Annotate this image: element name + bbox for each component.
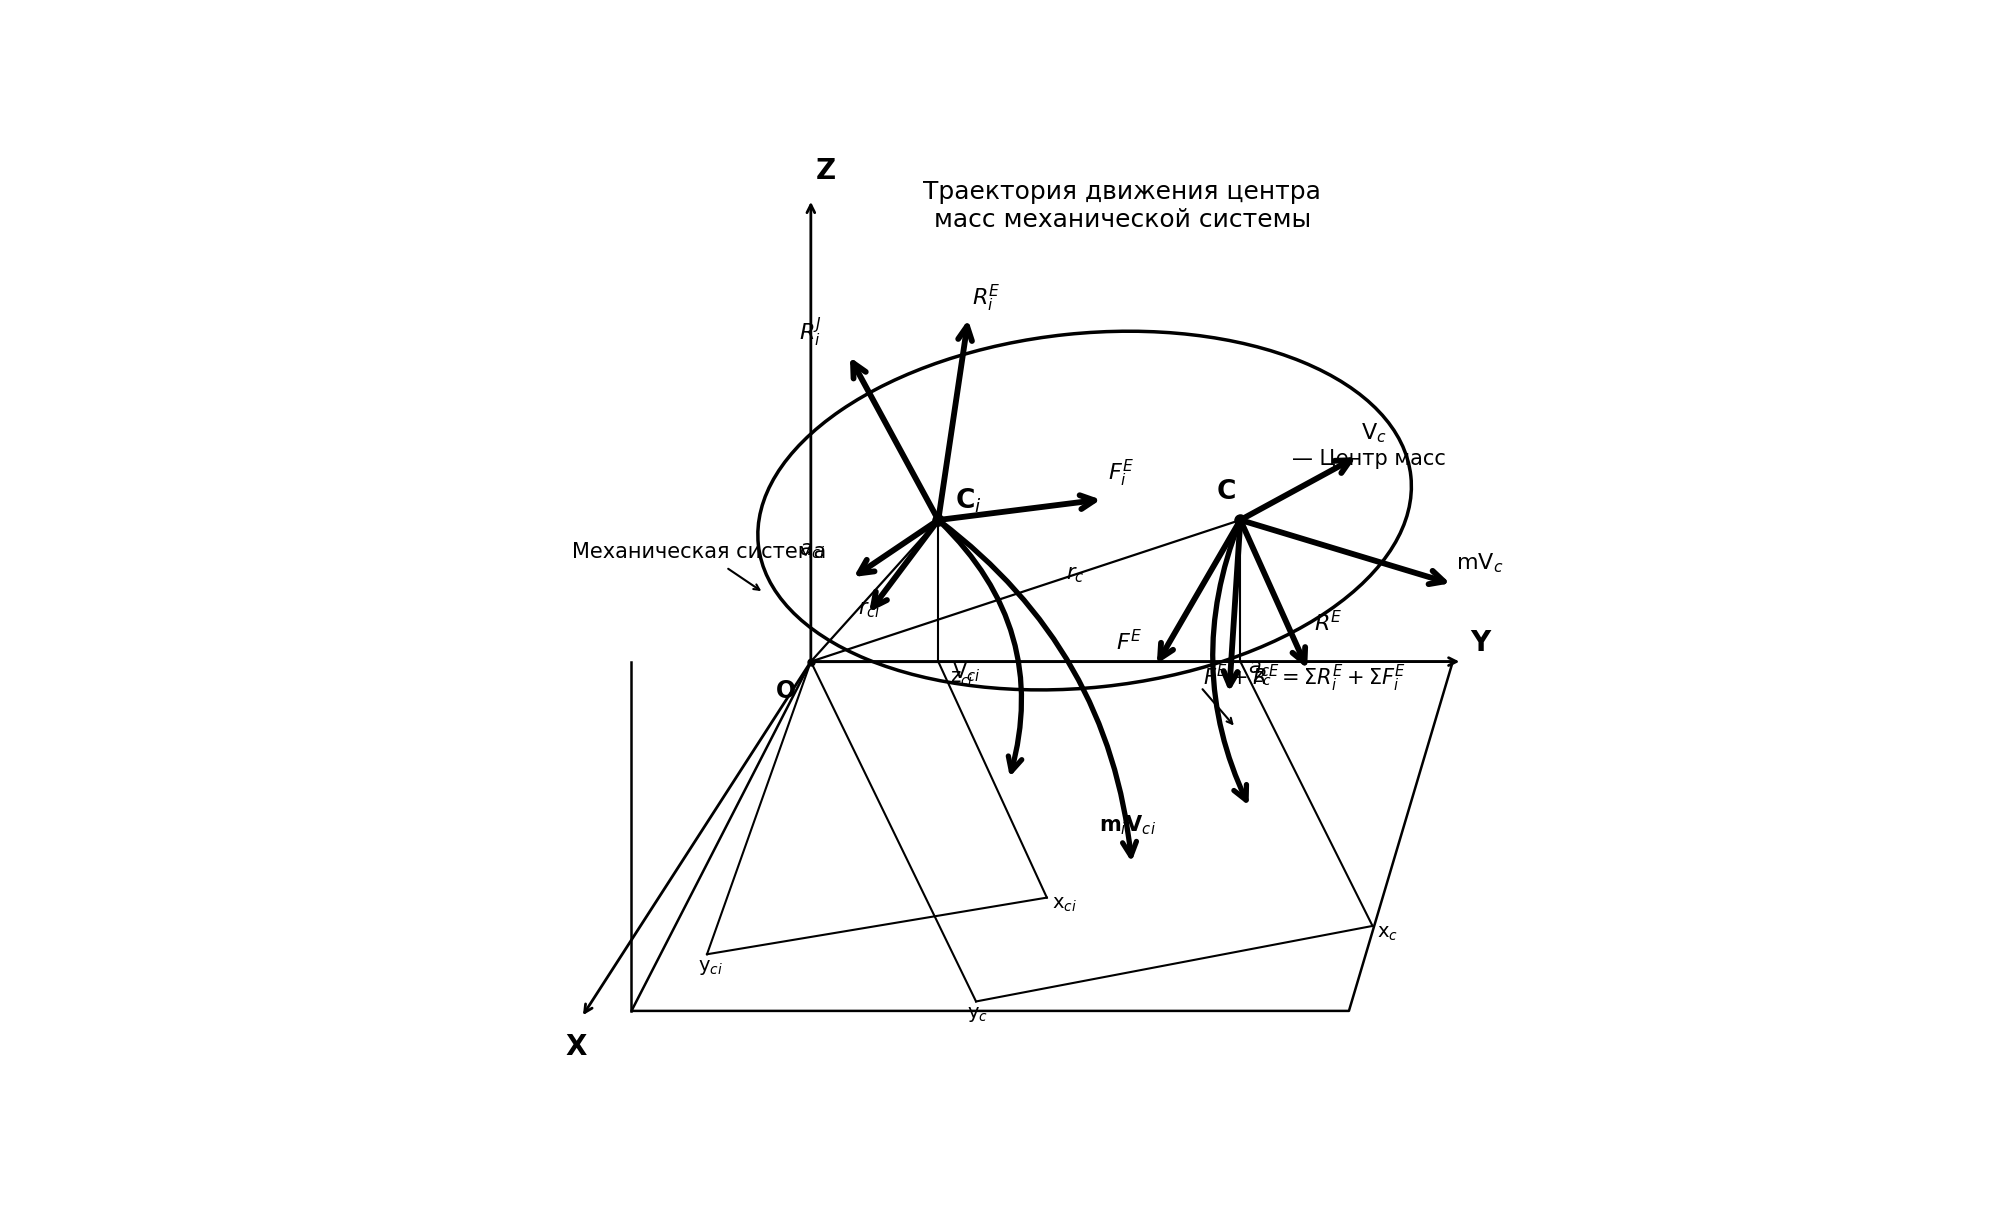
Text: Траектория движения центра
масс механической системы: Траектория движения центра масс механиче… [922, 180, 1321, 232]
Text: x$_c$: x$_c$ [1378, 923, 1398, 943]
Text: X: X [566, 1032, 586, 1060]
Text: y$_{ci}$: y$_{ci}$ [697, 959, 723, 977]
Text: z$_c$: z$_c$ [1251, 668, 1271, 688]
Text: Y: Y [1468, 629, 1488, 657]
Text: V$_{ci}$: V$_{ci}$ [953, 661, 981, 684]
Text: V$_c$: V$_c$ [1361, 422, 1386, 445]
Text: Механическая система: Механическая система [572, 542, 826, 562]
Text: r$_c$: r$_c$ [1065, 565, 1084, 585]
Text: $a_c$: $a_c$ [1247, 658, 1271, 678]
Text: — Центр масс: — Центр масс [1291, 449, 1446, 470]
Text: z$_{ci}$: z$_{ci}$ [949, 668, 973, 688]
Text: r$_{ci}$: r$_{ci}$ [858, 600, 880, 620]
Text: mV$_c$: mV$_c$ [1454, 552, 1502, 575]
Text: $R_i^J$: $R_i^J$ [798, 316, 822, 349]
Text: y$_c$: y$_c$ [967, 1005, 987, 1025]
Text: Z: Z [816, 157, 836, 185]
Text: C$_i$: C$_i$ [955, 487, 981, 515]
Text: $F^E$: $F^E$ [1116, 629, 1142, 655]
Text: m$_i$V$_{ci}$: m$_i$V$_{ci}$ [1098, 814, 1156, 837]
Text: C: C [1216, 479, 1235, 505]
Text: $F^E+R^E=\Sigma R_i^E+\Sigma F_i^E$: $F^E+R^E=\Sigma R_i^E+\Sigma F_i^E$ [1202, 663, 1406, 694]
Text: $R^E$: $R^E$ [1313, 611, 1341, 635]
Text: x$_{ci}$: x$_{ci}$ [1051, 895, 1075, 915]
Text: $F_i^E$: $F_i^E$ [1108, 459, 1134, 489]
Text: $a_{ci}$: $a_{ci}$ [798, 542, 826, 562]
Text: O: O [775, 679, 796, 702]
Text: $R_i^E$: $R_i^E$ [973, 282, 1001, 314]
